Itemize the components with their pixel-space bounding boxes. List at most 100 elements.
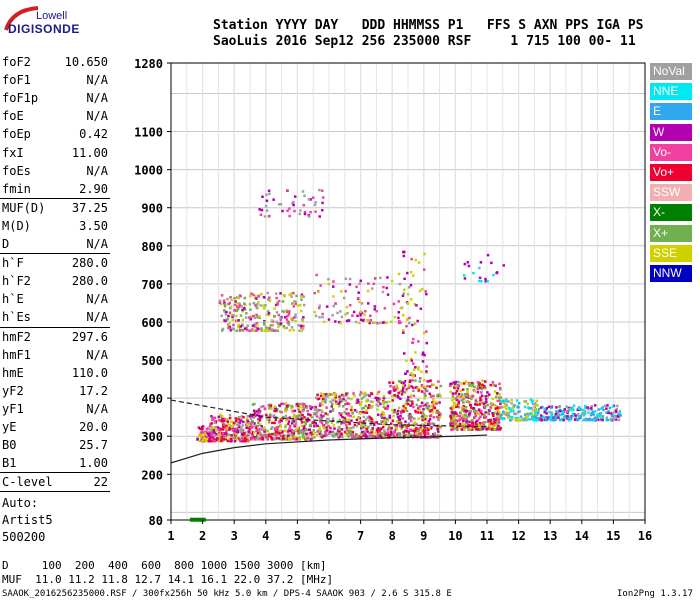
echo-point — [496, 406, 500, 410]
echo-point — [232, 422, 236, 425]
echo-point — [412, 368, 416, 372]
echo-point — [550, 415, 553, 419]
echo-point — [271, 438, 274, 441]
echo-point — [320, 433, 324, 437]
echo-point — [379, 432, 383, 435]
echo-point — [571, 414, 575, 417]
echo-point — [488, 409, 491, 412]
echo-point — [417, 417, 420, 420]
echo-point — [333, 398, 337, 402]
param-key: B1 — [2, 456, 17, 471]
echo-point — [299, 209, 302, 212]
echo-point — [361, 407, 364, 410]
echo-point — [227, 326, 230, 330]
echo-point — [412, 362, 415, 365]
echo-point — [315, 396, 318, 400]
echo-point — [381, 426, 385, 429]
echo-point — [554, 414, 558, 417]
echo-point — [423, 378, 426, 382]
echo-point — [419, 307, 423, 311]
echo-point — [490, 428, 494, 431]
echo-point — [211, 437, 214, 441]
echo-point — [315, 273, 318, 277]
echo-point — [319, 430, 323, 433]
x-tick-label: 10 — [448, 529, 462, 543]
echo-point — [362, 415, 366, 419]
echo-point — [305, 406, 309, 409]
echo-point — [376, 396, 379, 400]
echo-point — [267, 313, 270, 317]
echo-point — [325, 433, 329, 437]
echo-point — [338, 435, 341, 438]
echo-point — [317, 397, 321, 400]
echo-point — [498, 386, 502, 390]
echo-point — [203, 432, 207, 435]
echo-point — [316, 393, 319, 397]
echo-point — [516, 418, 519, 421]
echo-point — [345, 430, 349, 434]
echo-point — [245, 417, 249, 421]
echo-point — [308, 432, 311, 436]
echo-point — [199, 427, 202, 431]
echo-point — [436, 393, 440, 397]
echo-point — [210, 422, 213, 425]
echo-point — [385, 321, 388, 325]
echo-point — [507, 406, 511, 410]
echo-point — [283, 429, 287, 432]
echo-point — [475, 400, 478, 404]
echo-point — [292, 305, 296, 308]
echo-point — [512, 409, 515, 413]
echo-point — [413, 429, 417, 433]
echo-point — [546, 416, 549, 420]
echo-point — [241, 329, 245, 332]
echo-point — [338, 398, 341, 402]
echo-point — [449, 415, 452, 418]
echo-point — [389, 384, 392, 388]
echo-point — [214, 429, 218, 432]
echo-point — [439, 413, 442, 416]
echo-point — [510, 418, 514, 421]
echo-point — [393, 431, 397, 434]
echo-point — [355, 285, 358, 289]
echo-point — [230, 434, 233, 437]
echo-point — [286, 430, 290, 434]
param-row: h`F 280.0 — [2, 256, 108, 272]
echo-point — [491, 420, 494, 423]
echo-point — [425, 341, 429, 345]
echo-point — [413, 322, 417, 326]
echo-point — [371, 321, 375, 324]
echo-point — [617, 418, 621, 422]
echo-point — [412, 422, 415, 426]
echo-point — [222, 423, 226, 426]
echo-point — [412, 428, 416, 431]
echo-point — [259, 213, 263, 217]
echo-point — [324, 400, 327, 403]
echo-point — [320, 421, 324, 425]
echo-point — [367, 425, 370, 429]
echo-point — [220, 419, 223, 423]
param-value: 0.42 — [79, 127, 108, 142]
echo-point — [232, 436, 235, 440]
echo-point — [214, 420, 218, 423]
echo-point — [563, 408, 566, 411]
echo-point — [350, 405, 353, 409]
echo-point — [272, 198, 275, 201]
echo-point — [398, 431, 401, 435]
echo-point — [531, 399, 534, 402]
echo-point — [498, 406, 502, 409]
echo-point — [333, 394, 337, 397]
echo-point — [385, 286, 389, 290]
param-key: h`F — [2, 256, 24, 271]
echo-point — [259, 436, 262, 440]
echo-point — [324, 398, 328, 402]
echo-point — [363, 430, 367, 434]
echo-point — [255, 428, 259, 431]
echo-point — [494, 407, 497, 410]
echo-point — [436, 433, 440, 437]
echo-point — [471, 395, 474, 398]
echo-point — [382, 394, 386, 398]
echo-point — [496, 415, 500, 418]
echo-point — [384, 421, 387, 424]
echo-point — [269, 324, 273, 327]
